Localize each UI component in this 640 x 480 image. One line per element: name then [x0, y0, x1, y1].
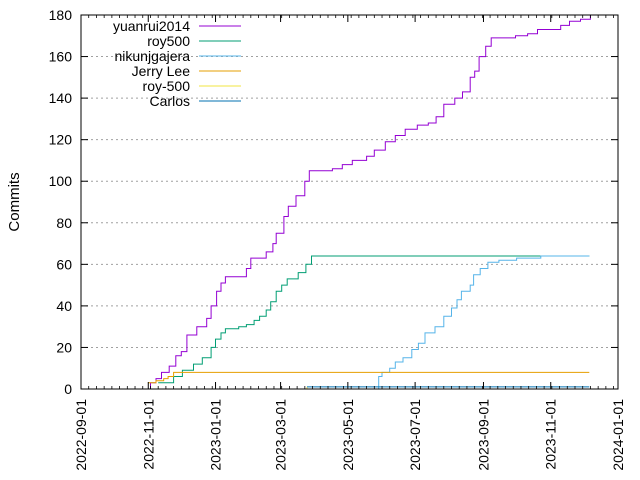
- y-tick-label: 180: [49, 7, 73, 23]
- legend-label: Jerry Lee: [132, 63, 191, 79]
- plot-frame: [80, 14, 619, 390]
- legend-label: yuanrui2014: [113, 18, 190, 34]
- y-tick-label: 0: [64, 381, 72, 397]
- x-tick-label: 2023-09-01: [475, 399, 491, 471]
- y-tick-label: 60: [56, 256, 72, 272]
- legend-label: nikunjgajera: [115, 48, 191, 64]
- series-line-nikunjgajera: [376, 255, 590, 390]
- series-line-jerry-lee: [148, 371, 590, 384]
- y-tick-label: 140: [49, 90, 73, 106]
- x-tick-label: 2023-11-01: [543, 399, 559, 470]
- series-lines: [147, 15, 591, 390]
- y-axis-label: Commits: [6, 172, 23, 231]
- y-tick-label: 80: [56, 215, 72, 231]
- series-line-roy500: [158, 255, 590, 384]
- x-tick-label: 2023-07-01: [407, 399, 423, 471]
- y-tick-label: 40: [56, 298, 72, 314]
- x-tick-label: 2023-03-01: [273, 399, 289, 471]
- legend-label: roy500: [147, 33, 190, 49]
- series-line-yuanrui2014: [147, 15, 591, 390]
- x-tick-label: 2023-01-01: [208, 399, 224, 471]
- x-tick-label: 2022-09-01: [73, 399, 89, 471]
- x-tick-label: 2024-01-01: [610, 399, 626, 471]
- legend-label: Carlos: [150, 93, 190, 109]
- y-tick-label: 160: [49, 49, 73, 65]
- y-tick-label: 20: [56, 339, 72, 355]
- x-tick-label: 2023-05-01: [340, 399, 356, 471]
- axes: 0 20 40 60 80 100 120 140 160 180 2022-09-01 2022-1…: [49, 7, 626, 471]
- y-tick-label: 120: [49, 132, 73, 148]
- x-tick-label: 2022-11-01: [140, 399, 156, 470]
- y-tick-label: 100: [49, 173, 73, 189]
- legend-label: roy-500: [143, 78, 191, 94]
